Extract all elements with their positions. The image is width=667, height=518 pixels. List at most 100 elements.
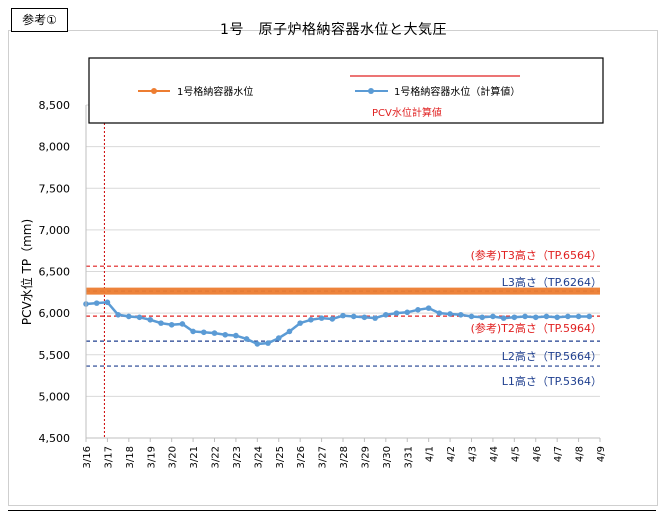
x-tick-label-15: 3/31 [403,446,414,468]
series-1-point-1 [93,300,100,306]
series-1-point-18 [275,335,282,341]
series-1-point-8 [168,321,175,328]
series-1-point-31 [415,306,421,313]
series-1-point-34 [447,311,453,317]
y-tick-label-8000: 8,000 [39,141,71,154]
series-1-point-47 [586,313,593,320]
x-tick-label-16: 4/1 [425,446,436,462]
x-tick-label-6: 3/22 [211,446,222,468]
series-1-point-27 [372,315,378,321]
x-tick-label-2: 3/18 [125,446,136,468]
series-1-point-32 [425,305,432,311]
series-1-point-21 [308,316,314,323]
series-1-point-35 [457,311,464,318]
series-1-point-16 [254,341,261,347]
series-1-point-45 [565,313,571,320]
series-1-point-13 [222,331,229,338]
legend-note: PCV水位計算値 [372,106,442,119]
chart-frame [8,30,658,506]
x-tick-label-9: 3/25 [275,446,286,468]
series-1-point-23 [329,316,336,322]
x-tick-label-21: 4/6 [532,446,543,462]
y-tick-label-8500: 8,500 [39,99,71,112]
series-1-point-42 [532,314,539,321]
x-tick-label-14: 3/30 [382,446,393,468]
reference-label-4: L1高さ（TP.5364） [502,374,602,388]
series-1-point-14 [233,332,239,339]
series-1-point-12 [211,330,218,336]
series-1-point-28 [383,311,389,318]
y-tick-label-6000: 6,000 [39,307,71,320]
x-tick-label-24: 4/9 [596,446,607,462]
x-tick-label-18: 4/3 [468,446,479,462]
bottom-divider [8,510,656,511]
y-tick-label-4500: 4,500 [39,432,71,445]
legend-label-measured: 1号格納容器水位 [177,85,253,98]
series-1-point-33 [436,310,443,316]
x-tick-label-23: 4/8 [575,446,586,462]
axes: 4,500 5,000 5,500 6,000 6,500 7,000 7,500 8,000… [39,99,608,468]
y-tick-label-5500: 5,500 [39,349,71,362]
series-1-point-38 [490,313,496,320]
y-axis-title: PCV水位 TP（mm) [19,219,34,325]
series-1-point-40 [511,314,518,321]
series-1-point-9 [179,321,186,327]
x-tick-label-20: 4/5 [510,446,521,462]
series-1-point-11 [200,329,207,336]
series-1-point-7 [158,320,164,326]
reference-label-0: (参考)T3高さ（TP.6564） [471,248,602,262]
y-tick-label-7000: 7,000 [39,224,71,237]
reference-badge: 参考① [11,8,68,32]
legend-marker-orange [151,88,157,94]
chart-title: 1号 原子炉格納容器水位と大気圧 [220,22,447,38]
series-1-point-10 [190,328,196,335]
series-1-point-3 [115,311,121,318]
y-tick-label-7500: 7,500 [39,182,71,195]
legend-marker-blue [368,88,374,94]
series-1-point-29 [393,310,400,316]
x-tick-label-12: 3/28 [339,446,350,468]
y-tick-label-6500: 6,500 [39,266,71,279]
series-1-point-5 [136,314,143,321]
series-1-point-4 [126,313,132,320]
reference-label-1: L3高さ（TP.6264） [502,275,602,289]
x-tick-label-22: 4/7 [553,446,564,462]
x-tick-label-0: 3/16 [82,446,93,468]
legend-box [88,57,604,124]
series-1-point-44 [554,314,560,321]
series-1-point-30 [404,309,411,316]
series-1-point-20 [297,320,303,326]
series-1-point-43 [543,313,550,320]
series-1-point-36 [468,313,475,320]
series-1-point-15 [243,336,250,342]
x-tick-label-11: 3/27 [318,446,329,468]
legend: 1号格納容器水位 1号格納容器水位（計算値） PCV水位計算値 [88,57,604,124]
series-1-point-22 [318,315,325,321]
series-1-point-2 [104,299,111,306]
series-1-point-46 [575,313,582,320]
series-1-point-41 [522,313,528,320]
series-1-point-17 [265,340,271,346]
x-tick-label-3: 3/19 [146,446,157,468]
reference-lines: (参考)T3高さ（TP.6564） L3高さ（TP.6264） (参考)T2高さ（T… [86,123,602,438]
series-1-point-37 [479,314,486,321]
x-tick-label-10: 3/26 [296,446,307,468]
x-tick-label-8: 3/24 [253,446,264,468]
x-tick-label-1: 3/17 [103,446,114,468]
x-tick-label-7: 3/23 [232,446,243,468]
series-1-point-39 [500,315,507,321]
series-1-point-19 [286,328,293,335]
series-1-point-26 [361,314,368,321]
x-tick-label-17: 4/2 [446,446,457,462]
reference-label-2: (参考)T2高さ（TP.5964） [471,321,602,335]
series-layer [83,287,600,347]
x-tick-label-4: 3/20 [168,446,179,468]
series-1-point-6 [147,316,154,323]
series-1-point-25 [350,313,357,320]
reference-label-3: L2高さ（TP.5664） [502,349,602,363]
x-tick-label-5: 3/21 [189,446,200,468]
y-tick-label-5000: 5,000 [39,390,71,403]
series-1-point-24 [340,312,346,319]
x-tick-label-19: 4/4 [489,446,500,462]
